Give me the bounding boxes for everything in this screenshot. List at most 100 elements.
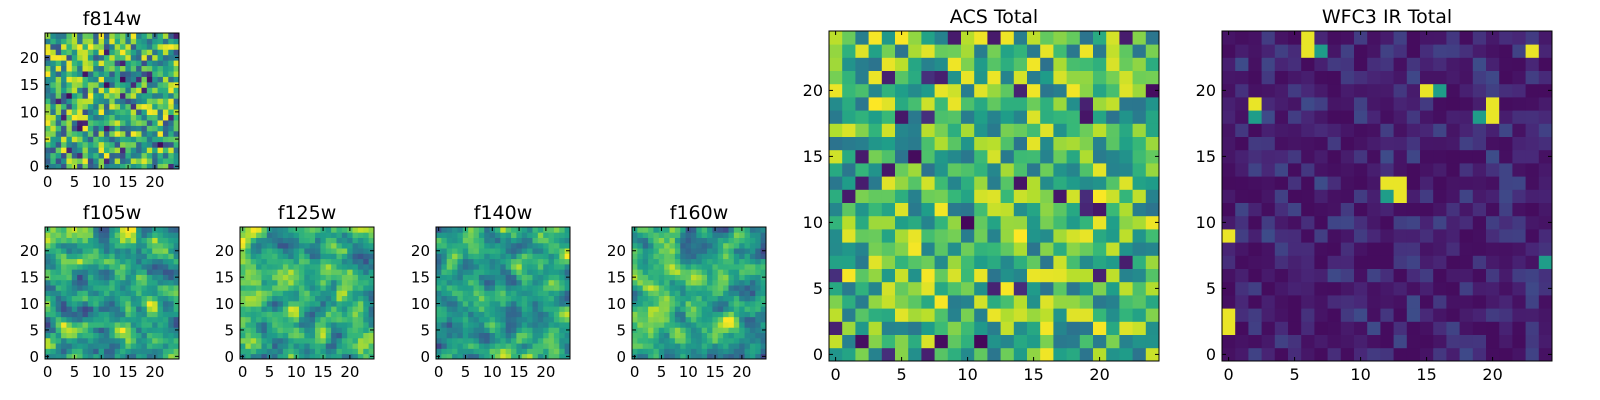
heatmap-cell xyxy=(664,343,670,349)
heatmap-cell xyxy=(1367,31,1381,45)
heatmap-cell xyxy=(881,110,896,124)
heatmap-cell xyxy=(1132,255,1147,269)
heatmap-cell xyxy=(674,348,681,355)
heatmap-cell xyxy=(701,327,708,333)
heatmap-cell xyxy=(739,237,745,244)
heatmap-cell xyxy=(1459,136,1474,151)
heatmap-cell xyxy=(749,295,756,302)
heatmap-cell xyxy=(733,300,740,307)
heatmap-cell xyxy=(446,353,453,360)
heatmap-cell xyxy=(1472,347,1487,362)
heatmap-cell xyxy=(1248,347,1262,362)
heatmap-cell xyxy=(61,316,67,323)
heatmap-cell xyxy=(1472,176,1487,190)
heatmap-cell xyxy=(842,229,856,243)
y-tick-label: 5 xyxy=(29,130,39,148)
heatmap-cell xyxy=(974,123,988,137)
heatmap-cell xyxy=(1145,31,1160,45)
heatmap-cell xyxy=(77,306,83,312)
heatmap-cell xyxy=(50,290,57,297)
heatmap-cell xyxy=(701,343,708,349)
heatmap-cell xyxy=(690,300,697,307)
heatmap-cell xyxy=(717,232,724,238)
heatmap-cell xyxy=(1053,229,1067,243)
heatmap-cell xyxy=(1525,149,1540,164)
heatmap-cell xyxy=(277,269,284,275)
heatmap-cell xyxy=(157,43,164,50)
heatmap-cell xyxy=(66,227,73,233)
heatmap-cell xyxy=(282,274,289,281)
heatmap-cell xyxy=(452,322,458,328)
heatmap-cell xyxy=(1301,57,1315,71)
heatmap-cell xyxy=(240,295,246,302)
heatmap-cell xyxy=(282,353,289,360)
heatmap-cell xyxy=(548,343,555,349)
heatmap-cell xyxy=(1248,229,1262,243)
heatmap-cell xyxy=(648,316,654,323)
heatmap-cell xyxy=(1027,334,1041,349)
heatmap-cell xyxy=(733,258,740,265)
heatmap-cell xyxy=(168,114,175,121)
heatmap-cell xyxy=(1274,149,1289,164)
heatmap-cell xyxy=(760,285,767,291)
heatmap-cell xyxy=(489,263,496,270)
heatmap-cell xyxy=(77,227,83,233)
heatmap-cell xyxy=(452,253,458,260)
heatmap-cell xyxy=(1420,321,1434,335)
heatmap-cell xyxy=(61,332,67,339)
heatmap-cell xyxy=(1406,163,1421,177)
heatmap-cell xyxy=(250,306,257,312)
heatmap-cell xyxy=(733,263,740,270)
heatmap-cell xyxy=(61,33,67,39)
heatmap-cell xyxy=(436,279,442,286)
heatmap-cell xyxy=(500,290,507,297)
x-tick-label: 20 xyxy=(340,363,359,381)
heatmap-cell xyxy=(288,322,294,328)
heatmap-cell xyxy=(50,295,57,302)
heatmap-cell xyxy=(1288,229,1302,243)
heatmap-cell xyxy=(320,242,327,249)
heatmap-cell xyxy=(829,44,843,58)
heatmap-cell xyxy=(1261,123,1276,137)
heatmap-cell xyxy=(336,332,343,339)
heatmap-cell xyxy=(749,311,756,318)
heatmap-cell xyxy=(87,269,94,275)
heatmap-cell xyxy=(120,38,126,45)
heatmap-cell xyxy=(868,308,883,322)
heatmap-cell xyxy=(173,343,180,349)
heatmap-cell xyxy=(1314,242,1328,256)
heatmap-cell xyxy=(987,189,1001,203)
heatmap-cell xyxy=(331,343,337,349)
heatmap-cell xyxy=(1066,176,1081,190)
heatmap-cell xyxy=(744,285,751,291)
heatmap-cell xyxy=(1301,295,1315,309)
heatmap-cell xyxy=(1538,70,1553,85)
heatmap-cell xyxy=(961,149,975,164)
heatmap-cell xyxy=(357,311,364,318)
heatmap-cell xyxy=(363,227,370,233)
heatmap-cell xyxy=(157,147,164,154)
heatmap-cell xyxy=(304,274,311,281)
heatmap-cell xyxy=(1235,136,1249,151)
heatmap-cell xyxy=(1512,308,1526,322)
heatmap-cell xyxy=(548,337,555,344)
heatmap-cell xyxy=(739,337,745,344)
heatmap-cell xyxy=(141,130,148,137)
heatmap-cell xyxy=(516,248,523,254)
heatmap-cell xyxy=(357,263,364,270)
heatmap-cell xyxy=(505,306,512,312)
heatmap-cell xyxy=(66,65,73,72)
heatmap-cell xyxy=(130,130,137,137)
heatmap-cell xyxy=(173,295,180,302)
heatmap-cell xyxy=(45,71,51,77)
heatmap-cell xyxy=(1274,242,1289,256)
heatmap-cell xyxy=(261,227,268,233)
heatmap-cell xyxy=(1512,163,1526,177)
heatmap-cell xyxy=(733,279,740,286)
heatmap-cell xyxy=(1327,268,1342,283)
heatmap-cell xyxy=(368,348,375,355)
heatmap-cell xyxy=(648,311,654,318)
heatmap-cell xyxy=(1119,57,1133,71)
heatmap-cell xyxy=(478,248,485,254)
